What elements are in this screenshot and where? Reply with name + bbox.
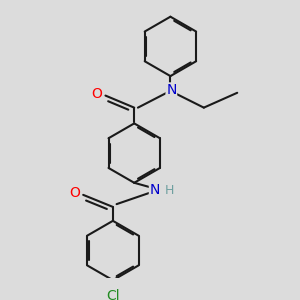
Text: H: H: [165, 184, 174, 197]
Text: O: O: [69, 186, 80, 200]
Text: N: N: [149, 183, 160, 197]
Text: Cl: Cl: [106, 289, 120, 300]
Text: O: O: [92, 87, 103, 101]
Text: N: N: [166, 83, 176, 97]
